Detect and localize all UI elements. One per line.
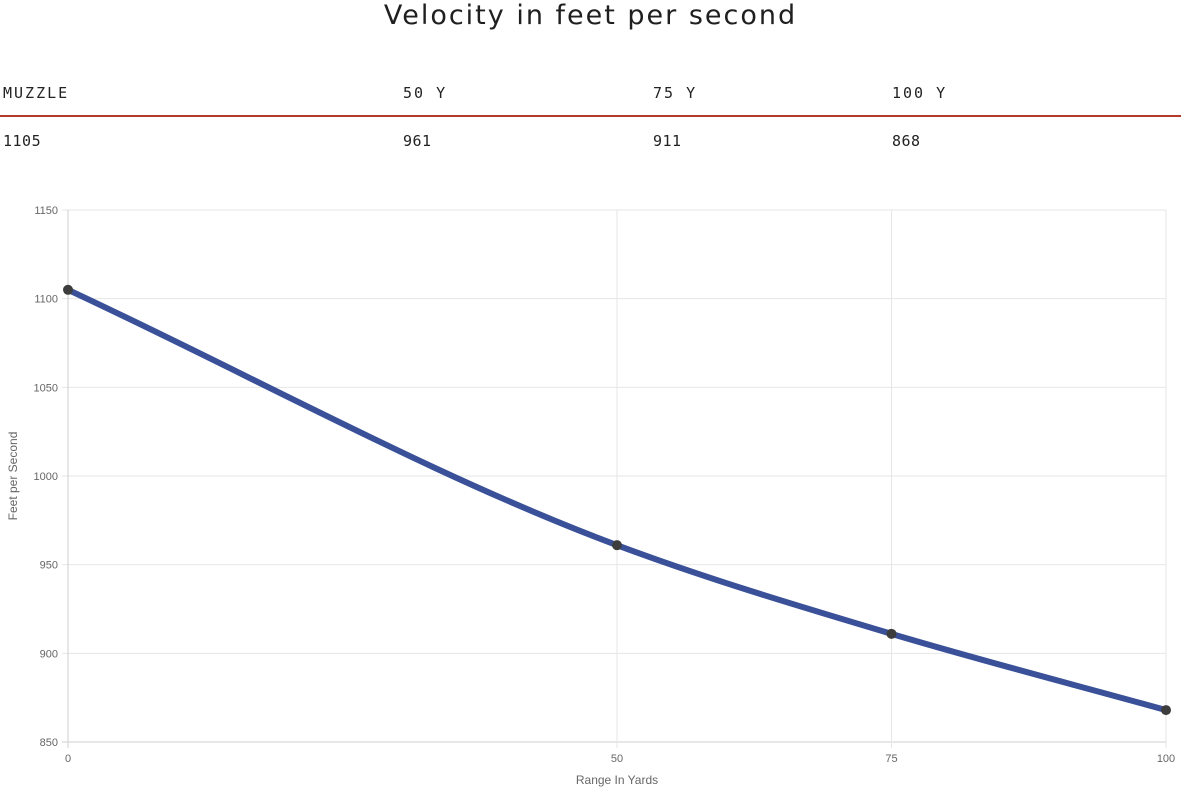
series-line [65,286,1169,714]
chart-grid [62,209,1167,748]
header-muzzle: MUZZLE [3,84,70,102]
value-75y: 911 [653,132,682,150]
velocity-table: MUZZLE 50 Y 75 Y 100 Y 1105 961 911 868 [0,80,1181,160]
x-tick-label: 0 [65,753,71,765]
data-point [886,628,897,639]
y-tick-label: 1100 [34,294,58,306]
value-100y: 868 [892,132,921,150]
y-axis-title: Feet per Second [6,432,20,521]
velocity-table-value-row: 1105 961 911 868 [0,130,1181,154]
y-tick-label: 850 [40,737,58,749]
y-tick-label: 950 [40,560,58,572]
y-tick-label: 1150 [34,205,58,217]
page-title: Velocity in feet per second [383,0,798,31]
data-points [63,284,1171,716]
x-tick-label: 100 [1157,753,1175,765]
data-point [612,540,622,551]
data-point [63,284,73,295]
header-50y: 50 Y [403,84,448,102]
y-tick-label: 1050 [34,382,58,394]
chart-ticks: 850 900 950 1000 1050 1100 1150 0 50 75 100 [34,205,1176,765]
x-tick-label: 50 [611,753,623,765]
header-100y: 100 Y [892,84,948,102]
x-tick-label: 75 [885,753,897,765]
data-point [1161,705,1171,716]
x-axis-title: Range In Yards [576,773,658,787]
velocity-table-header-row: MUZZLE 50 Y 75 Y 100 Y [0,80,1181,117]
value-50y: 961 [403,132,432,150]
value-muzzle: 1105 [3,132,42,150]
y-tick-label: 900 [40,648,58,660]
y-tick-label: 1000 [34,471,58,483]
header-75y: 75 Y [653,84,698,102]
